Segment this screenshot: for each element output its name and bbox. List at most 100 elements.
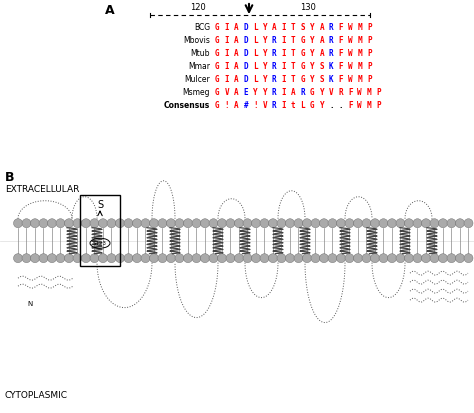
Circle shape xyxy=(396,219,405,228)
Circle shape xyxy=(268,254,277,263)
Text: G: G xyxy=(215,23,219,31)
Circle shape xyxy=(345,254,354,263)
Text: I: I xyxy=(282,36,286,45)
Text: Consensus: Consensus xyxy=(164,101,210,110)
Circle shape xyxy=(141,219,150,228)
Text: V: V xyxy=(225,88,229,97)
Text: L: L xyxy=(253,49,258,57)
Text: Y: Y xyxy=(310,62,315,71)
Text: I: I xyxy=(282,49,286,57)
Circle shape xyxy=(47,219,56,228)
Text: R: R xyxy=(329,23,334,31)
Text: Y: Y xyxy=(263,88,267,97)
Circle shape xyxy=(430,219,439,228)
Circle shape xyxy=(13,219,22,228)
Text: Mbovis: Mbovis xyxy=(183,36,210,45)
Circle shape xyxy=(209,219,218,228)
Circle shape xyxy=(268,219,277,228)
Circle shape xyxy=(133,219,142,228)
Circle shape xyxy=(277,219,286,228)
Circle shape xyxy=(421,254,430,263)
Text: R: R xyxy=(338,88,343,97)
Circle shape xyxy=(277,254,286,263)
Text: A: A xyxy=(105,4,115,17)
Circle shape xyxy=(82,219,91,228)
Text: R: R xyxy=(272,75,277,83)
Text: L: L xyxy=(253,62,258,71)
Circle shape xyxy=(47,254,56,263)
Text: P: P xyxy=(376,88,381,97)
Text: W: W xyxy=(348,36,353,45)
Text: S: S xyxy=(319,75,324,83)
Text: I: I xyxy=(282,88,286,97)
Circle shape xyxy=(328,254,337,263)
Text: A: A xyxy=(319,49,324,57)
Text: Mmar: Mmar xyxy=(188,62,210,71)
Text: F: F xyxy=(338,23,343,31)
Circle shape xyxy=(192,219,201,228)
Text: Y: Y xyxy=(253,88,258,97)
Circle shape xyxy=(149,254,158,263)
Text: T: T xyxy=(291,62,296,71)
Text: A: A xyxy=(234,88,238,97)
Text: A: A xyxy=(234,23,238,31)
Text: I: I xyxy=(282,62,286,71)
Circle shape xyxy=(116,219,125,228)
Text: D: D xyxy=(244,62,248,71)
Text: P: P xyxy=(367,36,372,45)
Text: R: R xyxy=(329,49,334,57)
Circle shape xyxy=(235,254,244,263)
Text: M: M xyxy=(357,36,362,45)
Circle shape xyxy=(294,219,303,228)
Text: A: A xyxy=(234,101,238,110)
Text: Y: Y xyxy=(319,88,324,97)
Text: Y: Y xyxy=(310,49,315,57)
Circle shape xyxy=(158,254,167,263)
Text: V: V xyxy=(329,88,334,97)
Circle shape xyxy=(73,219,82,228)
Circle shape xyxy=(413,219,422,228)
Text: #: # xyxy=(244,101,248,110)
Circle shape xyxy=(107,219,116,228)
Circle shape xyxy=(13,254,22,263)
Circle shape xyxy=(243,219,252,228)
Circle shape xyxy=(201,219,210,228)
Text: R: R xyxy=(272,36,277,45)
Text: .: . xyxy=(329,101,334,110)
Circle shape xyxy=(421,219,430,228)
Circle shape xyxy=(430,254,439,263)
Text: Mulcer: Mulcer xyxy=(184,75,210,83)
Text: Y: Y xyxy=(319,101,324,110)
Text: W: W xyxy=(348,23,353,31)
Text: K: K xyxy=(329,75,334,83)
Text: Mtub: Mtub xyxy=(191,49,210,57)
Circle shape xyxy=(413,254,422,263)
Circle shape xyxy=(456,219,465,228)
Text: M: M xyxy=(357,75,362,83)
Text: Y: Y xyxy=(310,75,315,83)
Text: Y: Y xyxy=(263,49,267,57)
Circle shape xyxy=(116,254,125,263)
Text: BCG: BCG xyxy=(194,23,210,31)
Text: G: G xyxy=(215,75,219,83)
Text: B: B xyxy=(5,171,15,184)
Text: T: T xyxy=(291,36,296,45)
Circle shape xyxy=(354,254,363,263)
Circle shape xyxy=(149,219,158,228)
Text: A: A xyxy=(319,23,324,31)
Circle shape xyxy=(396,254,405,263)
Text: F: F xyxy=(338,49,343,57)
Text: Y: Y xyxy=(310,23,315,31)
Circle shape xyxy=(379,254,388,263)
Text: N: N xyxy=(27,301,33,307)
Text: G: G xyxy=(215,101,219,110)
Text: S: S xyxy=(97,200,103,210)
Text: A: A xyxy=(234,36,238,45)
Circle shape xyxy=(124,254,133,263)
Circle shape xyxy=(64,219,73,228)
Circle shape xyxy=(90,254,99,263)
Text: I: I xyxy=(282,23,286,31)
Circle shape xyxy=(319,254,328,263)
Text: !: ! xyxy=(253,101,258,110)
Circle shape xyxy=(90,219,99,228)
